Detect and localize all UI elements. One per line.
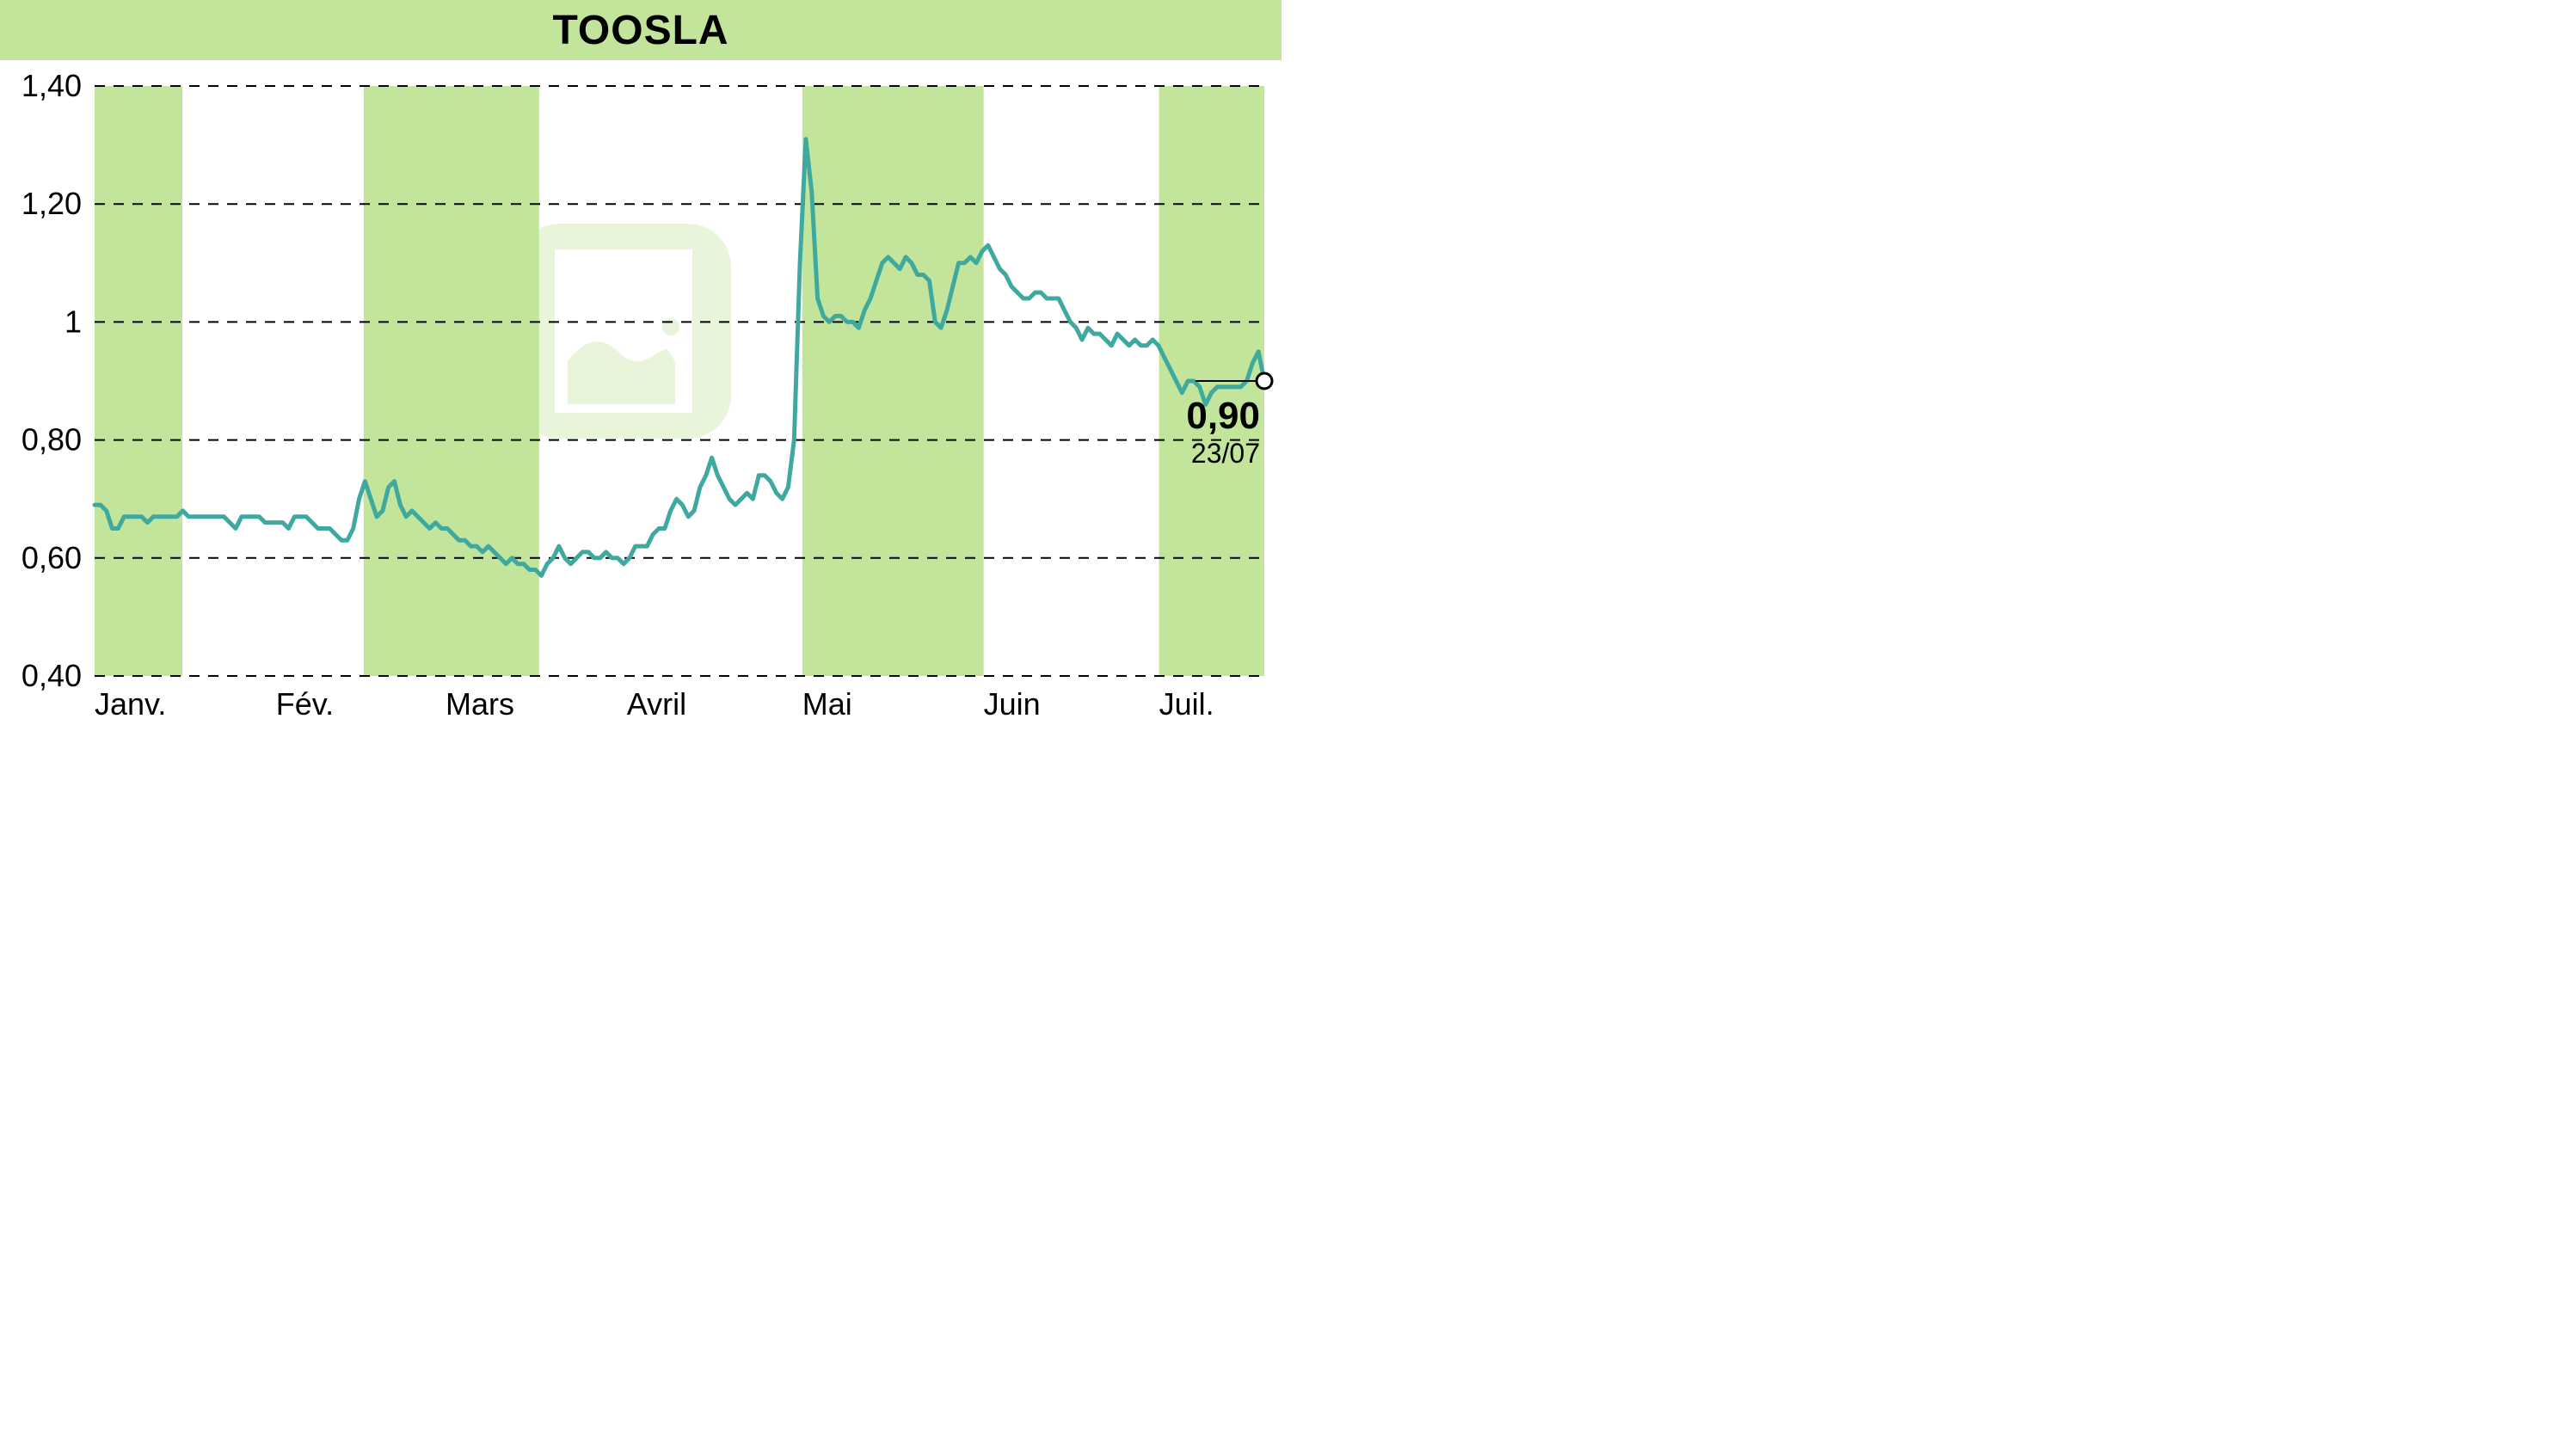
month-band: [364, 86, 539, 676]
x-tick-label: Mai: [802, 686, 852, 722]
chart-title-bar: TOOSLA: [0, 0, 1282, 60]
y-tick-label: 0,40: [22, 658, 82, 693]
chart-svg: 0,40 0,60 0,80 1 1,20 1,40 Janv. Fév. Mars Avril…: [0, 60, 1282, 728]
x-tick-label: Mars: [446, 686, 514, 722]
y-tick-label: 0,60: [22, 540, 82, 575]
end-value-label: 0,90: [1186, 395, 1260, 437]
x-axis-labels: Janv. Fév. Mars Avril Mai Juin Juil.: [95, 686, 1214, 722]
x-tick-label: Avril: [627, 686, 686, 722]
chart-plot-area: 0,40 0,60 0,80 1 1,20 1,40 Janv. Fév. Mars Avril…: [0, 60, 1282, 728]
end-date-label: 23/07: [1191, 438, 1260, 469]
y-tick-label: 0,80: [22, 422, 82, 458]
watermark-icon: [516, 224, 731, 439]
x-tick-label: Juil.: [1159, 686, 1214, 722]
x-tick-label: Fév.: [276, 686, 334, 722]
end-value-marker: [1257, 373, 1272, 389]
x-tick-label: Juin: [984, 686, 1041, 722]
y-tick-label: 1: [65, 304, 82, 339]
month-band: [802, 86, 984, 676]
chart-title: TOOSLA: [552, 7, 728, 54]
y-tick-label: 1,40: [22, 68, 82, 103]
month-band: [95, 86, 182, 676]
stock-chart-container: TOOSLA 0,40 0,60 0,80 1 1,20 1,40 Janv. Fév. Ma…: [0, 0, 1282, 728]
y-axis-labels: 0,40 0,60 0,80 1 1,20 1,40: [22, 68, 82, 693]
y-tick-label: 1,20: [22, 186, 82, 221]
x-tick-label: Janv.: [95, 686, 166, 722]
